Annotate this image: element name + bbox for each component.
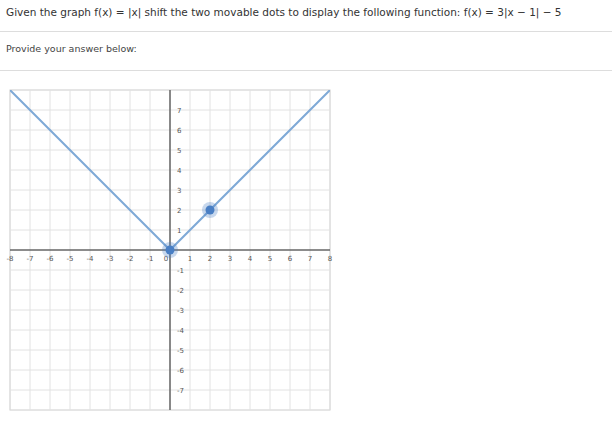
separator — [0, 31, 612, 32]
movable-dot[interactable] — [166, 246, 175, 255]
y-tick-label: 6 — [177, 127, 182, 135]
page-root: Given the graph f(x) = |x| shift the two… — [0, 0, 612, 423]
x-tick-label: -2 — [127, 255, 134, 263]
x-tick-label: 6 — [288, 255, 293, 263]
separator — [0, 70, 612, 71]
plot-frame — [10, 90, 330, 410]
y-tick-label: -7 — [177, 387, 184, 395]
y-tick-label: -2 — [177, 287, 184, 295]
question-text: Given the graph f(x) = |x| shift the two… — [6, 6, 562, 19]
y-tick-label: -5 — [177, 347, 184, 355]
x-tick-label: -8 — [7, 255, 14, 263]
x-tick-label: 2 — [208, 255, 212, 263]
x-tick-label: 3 — [228, 255, 232, 263]
x-tick-label: -3 — [107, 255, 114, 263]
x-tick-label: -5 — [67, 255, 74, 263]
handle-halo — [162, 242, 178, 258]
x-tick-label: -1 — [147, 255, 154, 263]
x-tick-label: 7 — [308, 255, 312, 263]
y-tick-label: 4 — [177, 167, 182, 175]
handle-halo — [202, 202, 218, 218]
y-tick-label: 5 — [177, 147, 181, 155]
y-tick-label: 3 — [177, 187, 181, 195]
x-tick-label: 8 — [328, 255, 332, 263]
y-tick-label: 2 — [177, 207, 181, 215]
x-tick-label: -7 — [27, 255, 34, 263]
x-tick-label: 1 — [188, 255, 192, 263]
prompt-text: Provide your answer below: — [6, 43, 137, 54]
data-group — [10, 90, 330, 258]
x-tick-label: -6 — [47, 255, 55, 263]
y-tick-label: -3 — [177, 307, 184, 315]
x-tick-label: 5 — [268, 255, 272, 263]
movable-dot[interactable] — [206, 206, 215, 215]
page-canvas: Given the graph f(x) = |x| shift the two… — [0, 0, 612, 423]
y-tick-label: -1 — [177, 267, 184, 275]
x-tick-label: 4 — [248, 255, 253, 263]
y-tick-label: -4 — [177, 327, 185, 335]
y-tick-label: 1 — [177, 227, 181, 235]
y-tick-label: 7 — [177, 107, 181, 115]
y-tick-label: -6 — [177, 367, 185, 375]
x-tick-label: -4 — [87, 255, 95, 263]
function-line — [10, 90, 330, 250]
